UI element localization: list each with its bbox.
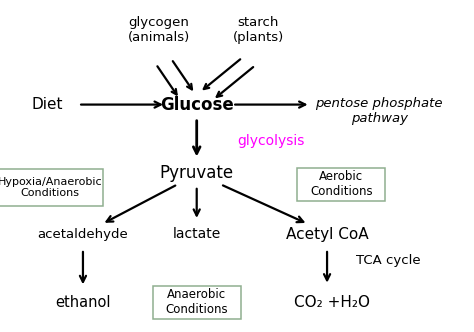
Text: Hypoxia/Anaerobic
Conditions: Hypoxia/Anaerobic Conditions	[0, 177, 102, 199]
Text: pentose phosphate
pathway: pentose phosphate pathway	[316, 97, 443, 125]
Text: Diet: Diet	[32, 97, 63, 112]
Text: Acetyl CoA: Acetyl CoA	[286, 226, 368, 242]
Text: TCA cycle: TCA cycle	[356, 254, 420, 267]
FancyBboxPatch shape	[298, 168, 385, 201]
Text: CO₂ +H₂O: CO₂ +H₂O	[294, 294, 370, 310]
Text: starch
(plants): starch (plants)	[233, 16, 284, 44]
Text: glycolysis: glycolysis	[237, 134, 304, 148]
Text: acetaldehyde: acetaldehyde	[37, 227, 128, 241]
Text: ethanol: ethanol	[55, 294, 111, 310]
FancyBboxPatch shape	[0, 169, 103, 206]
Text: glycogen
(animals): glycogen (animals)	[128, 16, 190, 44]
Text: Pyruvate: Pyruvate	[160, 164, 234, 182]
Text: Glucose: Glucose	[160, 96, 234, 114]
Text: Aerobic
Conditions: Aerobic Conditions	[310, 170, 373, 198]
FancyBboxPatch shape	[153, 286, 241, 319]
Text: Anaerobic
Conditions: Anaerobic Conditions	[165, 288, 228, 316]
Text: lactate: lactate	[173, 227, 221, 241]
